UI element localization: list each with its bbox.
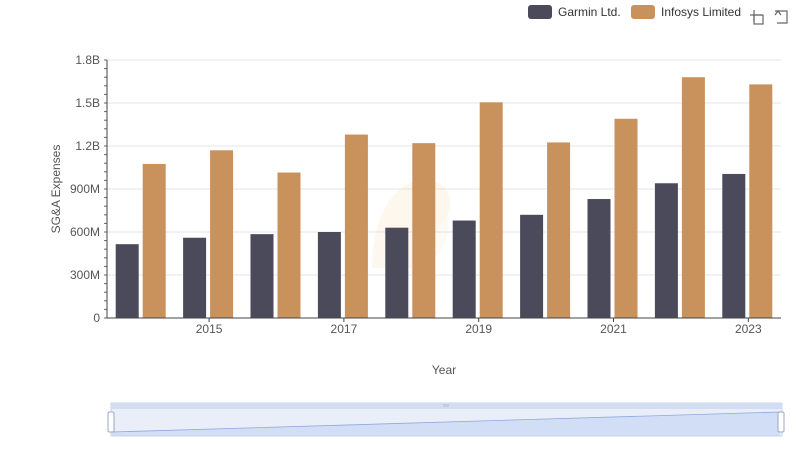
bar-infosys-2014[interactable]	[142, 163, 166, 318]
y-tick-label: 900M	[70, 182, 100, 196]
bar-garmin-2023[interactable]	[722, 173, 746, 318]
axes: 0 300M 600M 900M 1.2B 1.5B 1.8B 2015 2017 2019 202…	[70, 53, 781, 336]
bar-garmin-2019[interactable]	[452, 220, 476, 318]
legend-swatch	[631, 5, 655, 19]
x-tick-label: 2015	[196, 322, 223, 336]
bar-infosys-2016[interactable]	[277, 172, 301, 318]
x-axis-title: Year	[432, 363, 456, 377]
bar-infosys-2020[interactable]	[547, 142, 571, 318]
bars	[115, 77, 773, 319]
y-tick-label: 1.8B	[75, 53, 100, 67]
slider-grip-icon[interactable]	[443, 404, 449, 407]
legend: Garmin Ltd. Infosys Limited	[528, 5, 741, 19]
bar-garmin-2022[interactable]	[654, 183, 678, 318]
bar-infosys-2023[interactable]	[749, 84, 773, 318]
data-zoom-slider[interactable]	[107, 402, 785, 437]
bar-infosys-2019[interactable]	[479, 102, 503, 319]
restore-icon[interactable]	[774, 10, 788, 24]
bar-garmin-2018[interactable]	[385, 227, 409, 318]
legend-item-infosys[interactable]: Infosys Limited	[631, 5, 741, 19]
bar-garmin-2016[interactable]	[250, 234, 274, 318]
slider-left-handle[interactable]	[107, 411, 115, 433]
slider-right-handle[interactable]	[777, 411, 785, 433]
legend-swatch	[528, 5, 552, 19]
bar-infosys-2017[interactable]	[344, 134, 368, 318]
y-tick-label: 600M	[70, 225, 100, 239]
legend-label: Infosys Limited	[661, 5, 741, 19]
bar-garmin-2021[interactable]	[587, 199, 611, 318]
x-tick-label: 2023	[735, 322, 762, 336]
legend-label: Garmin Ltd.	[558, 5, 621, 19]
x-tick-label: 2017	[331, 322, 358, 336]
bar-infosys-2021[interactable]	[614, 118, 638, 319]
watermark-logo	[372, 180, 451, 268]
slider-preview-area	[112, 412, 780, 436]
bar-garmin-2020[interactable]	[520, 214, 544, 318]
y-axis-title: SG&A Expenses	[49, 145, 63, 234]
y-tick-label: 1.5B	[75, 96, 100, 110]
bar-infosys-2015[interactable]	[210, 150, 234, 318]
legend-item-garmin[interactable]: Garmin Ltd.	[528, 5, 621, 19]
bar-infosys-2022[interactable]	[681, 77, 705, 318]
bar-garmin-2017[interactable]	[317, 232, 341, 318]
slider-top-bar	[111, 403, 782, 409]
x-tick-label: 2021	[600, 322, 627, 336]
bar-garmin-2014[interactable]	[115, 244, 139, 318]
y-tick-label: 300M	[70, 268, 100, 282]
x-tick-label: 2019	[465, 322, 492, 336]
y-tick-label: 1.2B	[75, 139, 100, 153]
bar-infosys-2018[interactable]	[412, 143, 436, 318]
zoom-icon[interactable]	[750, 10, 764, 25]
y-tick-label: 0	[93, 311, 100, 325]
slider-preview-line	[111, 411, 781, 433]
bar-garmin-2015[interactable]	[183, 237, 207, 318]
